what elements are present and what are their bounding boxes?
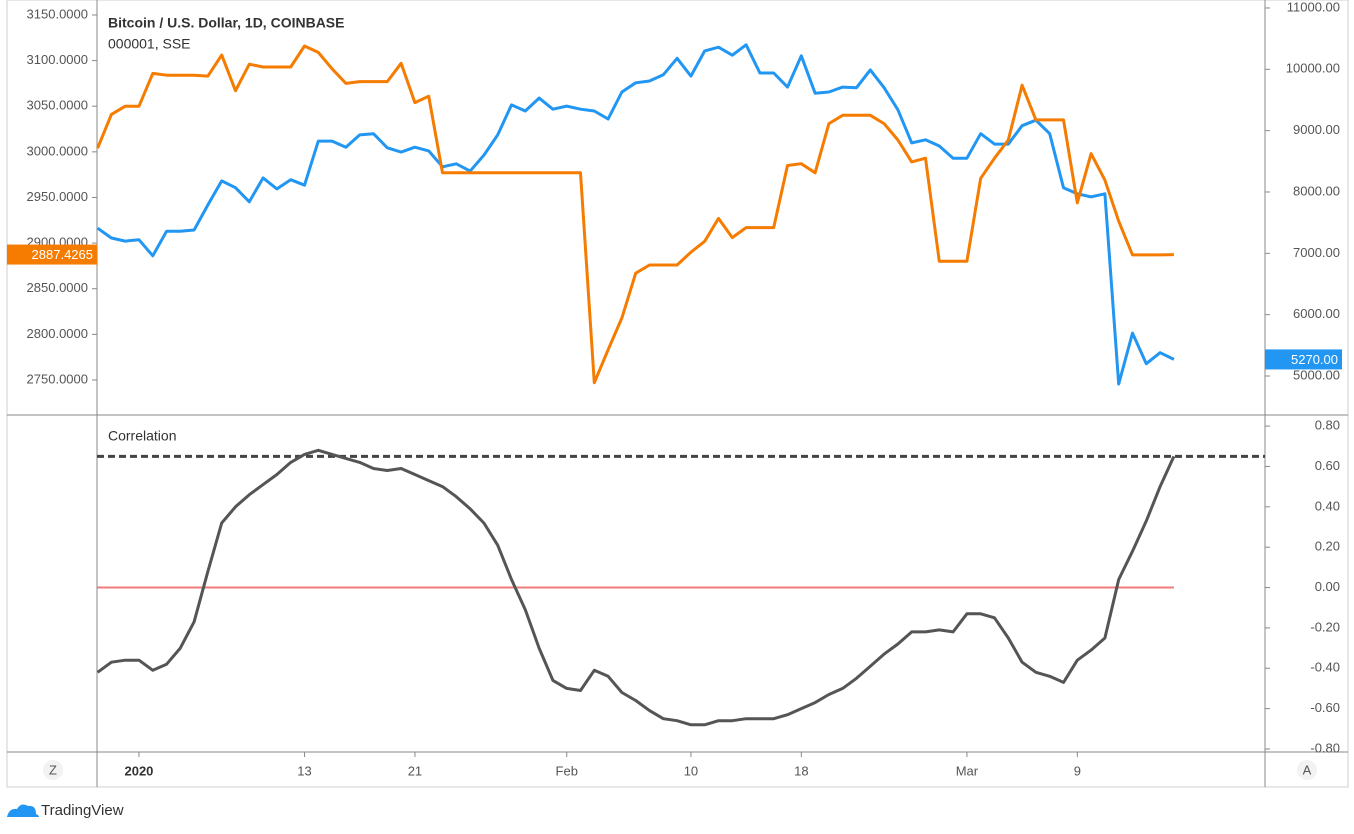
y-tick-label: 2850.0000 xyxy=(27,280,88,295)
y2-tick-label: 10000.00 xyxy=(1286,61,1340,76)
y2-tick-label: 5000.00 xyxy=(1293,367,1340,382)
series-line xyxy=(96,44,1174,385)
last-value-box xyxy=(7,244,97,265)
y-tick-label: 0.60 xyxy=(1315,458,1340,473)
y-tick-label: -0.80 xyxy=(1310,740,1340,755)
y2-tick-label: 8000.00 xyxy=(1293,183,1340,198)
y-tick-label: 2750.0000 xyxy=(27,371,88,386)
y-tick-label: 3100.0000 xyxy=(27,52,88,67)
brand-name: TradingView xyxy=(41,802,124,819)
y-tick-label: 0.80 xyxy=(1315,418,1340,433)
y-tick-label: -0.60 xyxy=(1310,700,1340,715)
series-name: Correlation xyxy=(108,428,176,444)
x-tick-label: Feb xyxy=(556,763,578,778)
x-tick-label: 13 xyxy=(297,763,311,778)
y2-tick-label: 6000.00 xyxy=(1293,306,1340,321)
y-tick-label: 0.20 xyxy=(1315,539,1340,554)
y-tick-label: 3000.0000 xyxy=(27,143,88,158)
x-tick-label: 21 xyxy=(408,763,422,778)
series-line xyxy=(96,43,1175,386)
y-tick-label: 3150.0000 xyxy=(27,6,88,21)
x-tick-label: 18 xyxy=(794,763,808,778)
a-button[interactable] xyxy=(1297,760,1317,780)
x-tick-label: Mar xyxy=(956,763,979,778)
series-name: 000001, SSE xyxy=(108,36,191,52)
series-name: Bitcoin / U.S. Dollar, 1D, COINBASE xyxy=(108,15,344,31)
brand-logo xyxy=(7,804,39,817)
y-tick-label: 3050.0000 xyxy=(27,98,88,113)
x-tick-label: 2020 xyxy=(124,763,153,778)
x-tick-label: 10 xyxy=(684,763,698,778)
last-value-label: 2887.4265 xyxy=(32,247,93,262)
y-tick-label: -0.40 xyxy=(1310,660,1340,675)
y2-tick-label: 7000.00 xyxy=(1293,245,1340,260)
chart-frame xyxy=(6,0,1349,788)
y-tick-label: 0.00 xyxy=(1315,579,1340,594)
last-value-box xyxy=(1265,349,1342,370)
x-tick-label: 9 xyxy=(1074,763,1081,778)
y2-tick-label: 9000.00 xyxy=(1293,122,1340,137)
y2-tick-label: 11000.00 xyxy=(1287,0,1340,14)
z-button-label: Z xyxy=(49,762,57,777)
y-tick-label: 0.40 xyxy=(1315,498,1340,513)
a-button-label: A xyxy=(1303,762,1312,777)
series-line xyxy=(96,448,1176,727)
z-button[interactable] xyxy=(43,760,63,780)
y-tick-label: 2950.0000 xyxy=(27,189,88,204)
y-tick-label: -0.20 xyxy=(1310,619,1340,634)
last-value-label: 5270.00 xyxy=(1291,352,1338,367)
y-tick-label: 2800.0000 xyxy=(27,326,88,341)
